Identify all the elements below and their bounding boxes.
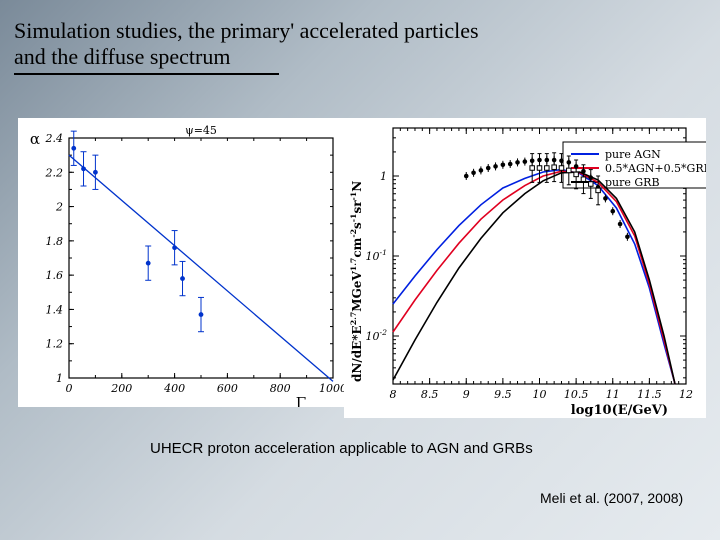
slide-title-underline — [14, 73, 279, 75]
svg-text:9.5: 9.5 — [494, 388, 512, 401]
svg-text:2: 2 — [55, 201, 63, 214]
slide-title-block: Simulation studies, the primary' acceler… — [14, 18, 584, 75]
svg-text:ψ=45: ψ=45 — [185, 124, 217, 137]
svg-text:0: 0 — [66, 382, 73, 395]
figure-caption: UHECR proton acceleration applicable to … — [150, 440, 533, 457]
svg-text:11.5: 11.5 — [637, 388, 662, 401]
svg-text:8.5: 8.5 — [421, 388, 439, 401]
slide-title-line2: and the diffuse spectrum — [14, 44, 584, 70]
svg-text:200: 200 — [110, 382, 132, 395]
slide-title-line1: Simulation studies, the primary' acceler… — [14, 18, 584, 44]
svg-text:9: 9 — [463, 388, 470, 401]
right-spectrum-plot: 8 8.5 9 9.5 10 10.5 11 11.5 12 10-2 10-1 1 log10(E/G… — [344, 118, 706, 418]
svg-text:1.6: 1.6 — [46, 269, 64, 282]
svg-text:1: 1 — [380, 170, 387, 183]
svg-text:10.5: 10.5 — [564, 388, 589, 401]
svg-text:log10(E/GeV): log10(E/GeV) — [571, 403, 668, 418]
svg-text:800: 800 — [270, 382, 291, 395]
svg-text:2.2: 2.2 — [45, 166, 64, 179]
svg-text:600: 600 — [217, 382, 238, 395]
citation-text: Meli et al. (2007, 2008) — [540, 490, 683, 506]
svg-text:1.4: 1.4 — [46, 303, 64, 316]
svg-text:8: 8 — [390, 388, 397, 401]
svg-text:1.8: 1.8 — [46, 235, 64, 248]
svg-text:2.4: 2.4 — [45, 132, 64, 145]
svg-text:1: 1 — [56, 372, 63, 385]
svg-text:α: α — [30, 130, 40, 148]
svg-text:Γ: Γ — [296, 394, 306, 407]
svg-text:12: 12 — [679, 388, 693, 401]
svg-text:1000: 1000 — [319, 382, 346, 395]
svg-text:10-1: 10-1 — [366, 248, 388, 263]
svg-text:11: 11 — [606, 388, 620, 401]
svg-text:pure GRB: pure GRB — [605, 176, 660, 189]
svg-text:pure AGN: pure AGN — [605, 148, 661, 161]
left-scatter-plot: 0 200 400 600 800 1000 1 1.2 1.4 1.6 1.8 2 2.2 2.4 Γα ψ… — [18, 118, 346, 407]
svg-text:0.5*AGN+0.5*GRB: 0.5*AGN+0.5*GRB — [605, 162, 706, 175]
svg-text:dN/dE*E2.7MGeV1.7cm-2s-1sr-1N: dN/dE*E2.7MGeV1.7cm-2s-1sr-1N — [349, 181, 364, 382]
svg-text:400: 400 — [163, 382, 185, 395]
svg-text:10-2: 10-2 — [366, 328, 388, 343]
svg-text:10: 10 — [533, 388, 547, 401]
svg-text:1.2: 1.2 — [46, 338, 64, 351]
